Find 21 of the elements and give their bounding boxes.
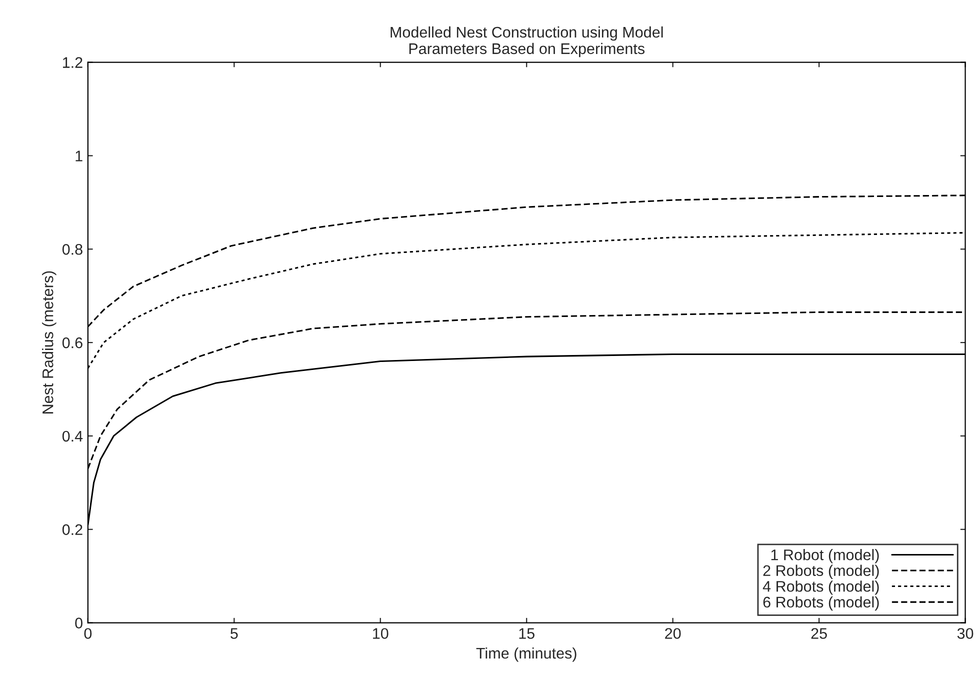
x-tick-label: 10 — [373, 628, 388, 639]
y-tick-label: 0.2 — [62, 524, 82, 536]
chart-title: Modelled Nest Construction using Model Parameters Based on Experiments — [390, 26, 663, 58]
legend-label: 2 Robots (model) — [763, 564, 879, 580]
y-tick-label: 1.2 — [63, 57, 82, 68]
x-tick-label: 30 — [957, 628, 974, 639]
x-tick-label: 0 — [84, 628, 92, 639]
y-tick-label: 0.8 — [62, 244, 82, 255]
x-axis-title: Time (minutes) — [476, 647, 576, 662]
x-tick-label: 25 — [811, 628, 827, 639]
legend-label: 6 Robots (model) — [763, 596, 879, 611]
x-tick-label: 15 — [519, 628, 534, 639]
legend-label: 1 Robot (model) — [771, 549, 879, 564]
y-tick-label: 0.4 — [62, 430, 83, 442]
x-tick-label: 20 — [665, 628, 681, 639]
y-tick-label: 0 — [75, 618, 82, 628]
y-axis-title: Nest Radius (meters) — [42, 271, 56, 414]
x-tick-label: 5 — [230, 628, 238, 639]
y-tick-label: 0.6 — [62, 337, 82, 348]
y-tick-label: 1 — [76, 150, 82, 162]
legend-label: 4 Robots (model) — [762, 580, 879, 595]
